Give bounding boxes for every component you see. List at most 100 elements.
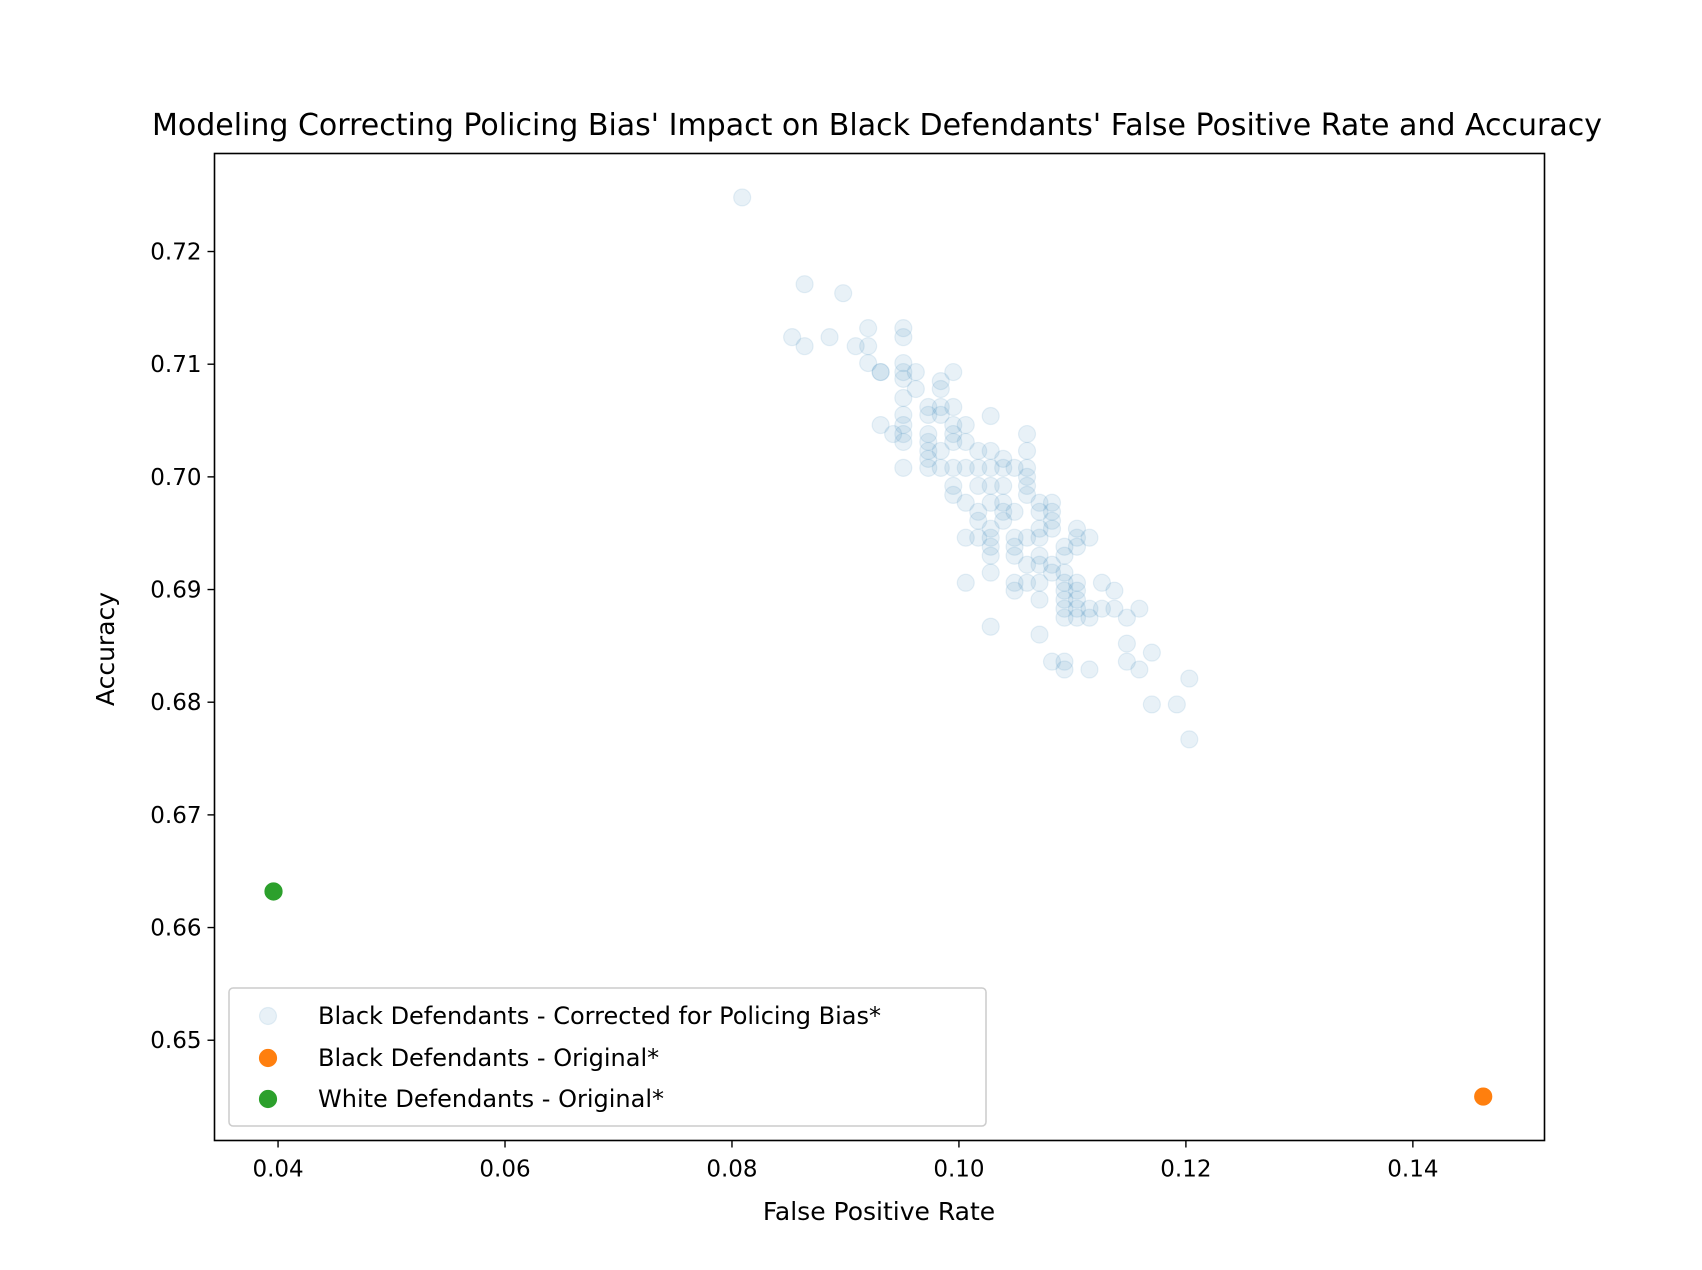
scatter-point-corrected bbox=[1030, 546, 1049, 565]
scatter-point-corrected bbox=[1055, 581, 1074, 600]
scatter-point-corrected bbox=[956, 458, 975, 477]
scatter-point-corrected bbox=[981, 537, 1000, 556]
scatter-point-corrected bbox=[894, 405, 913, 424]
scatter-point-corrected bbox=[944, 458, 963, 477]
scatter-point-corrected bbox=[1067, 608, 1087, 627]
scatter-point-corrected bbox=[994, 458, 1013, 477]
scatter-point-corrected bbox=[859, 319, 878, 338]
scatter-point-corrected bbox=[931, 371, 950, 391]
y-axis-label: Accuracy bbox=[91, 592, 120, 706]
scatter-point-corrected bbox=[859, 337, 878, 356]
scatter-point-corrected bbox=[1030, 590, 1049, 609]
scatter-point-corrected bbox=[871, 362, 890, 382]
y-tick-label: 0.72 bbox=[150, 240, 201, 266]
scatter-point-corrected bbox=[981, 563, 1000, 582]
scatter-point-corrected bbox=[1017, 458, 1037, 477]
scatter-point-corrected bbox=[894, 415, 913, 435]
legend-label-white-original: White Defendants - Original* bbox=[318, 1085, 664, 1113]
scatter-point-corrected bbox=[894, 458, 913, 477]
scatter-point-corrected bbox=[944, 432, 963, 452]
scatter-point-corrected bbox=[919, 432, 938, 452]
scatter-point-corrected bbox=[1042, 555, 1062, 574]
scatter-point-corrected bbox=[1005, 502, 1024, 521]
scatter-point-corrected bbox=[981, 476, 1000, 495]
scatter-point-corrected bbox=[1180, 669, 1199, 688]
scatter-point-corrected bbox=[1017, 555, 1037, 574]
scatter-point-corrected bbox=[1105, 599, 1124, 618]
y-axis: 0.65 0.66 0.67 0.68 0.69 0.70 0.71 0.72 bbox=[150, 240, 215, 1054]
scatter-point-corrected bbox=[1130, 599, 1149, 618]
scatter-point-corrected bbox=[1042, 563, 1062, 582]
scatter-point-corrected bbox=[795, 275, 814, 294]
scatter-point-corrected bbox=[944, 362, 963, 382]
scatter-point-corrected bbox=[919, 441, 938, 461]
scatter-point-corrected bbox=[1042, 511, 1062, 530]
scatter-point-corrected bbox=[956, 573, 975, 592]
scatter-point-corrected bbox=[1080, 528, 1099, 547]
scatter-point-corrected bbox=[1005, 458, 1024, 477]
scatter-point-corrected bbox=[981, 519, 1000, 538]
scatter-point-corrected bbox=[820, 328, 839, 347]
scatter-point-corrected bbox=[894, 319, 913, 338]
scatter-point-corrected bbox=[981, 441, 1000, 461]
scatter-point-corrected bbox=[894, 328, 913, 347]
scatter-point-corrected bbox=[1067, 581, 1087, 600]
scatter-point-corrected bbox=[1067, 528, 1087, 547]
scatter-point-corrected bbox=[931, 458, 950, 477]
scatter-point-corrected bbox=[931, 405, 950, 424]
scatter-point-corrected bbox=[1080, 599, 1099, 618]
scatter-point-corrected bbox=[1117, 608, 1136, 627]
scatter-point-corrected bbox=[1005, 528, 1024, 547]
scatter-point-corrected bbox=[1055, 590, 1074, 609]
scatter-point-corrected bbox=[1030, 528, 1049, 547]
scatter-point-corrected bbox=[1042, 652, 1062, 671]
scatter-point-corrected bbox=[1180, 730, 1199, 749]
y-tick-label: 0.70 bbox=[150, 465, 201, 491]
scatter-point-corrected bbox=[1030, 625, 1049, 644]
scatter-point-corrected bbox=[884, 424, 903, 444]
scatter-point-corrected bbox=[1017, 485, 1037, 504]
scatter-point-corrected bbox=[1105, 581, 1124, 600]
scatter-point-corrected bbox=[795, 337, 814, 356]
x-axis: 0.04 0.06 0.08 0.10 0.12 0.14 bbox=[252, 1140, 1438, 1183]
legend: Black Defendants - Corrected for Policin… bbox=[228, 987, 987, 1127]
scatter-point-corrected bbox=[894, 424, 913, 444]
scatter-point-corrected bbox=[871, 362, 890, 382]
scatter-point-corrected bbox=[894, 369, 913, 388]
scatter-point-corrected bbox=[1067, 573, 1087, 592]
scatter-point-corrected bbox=[1017, 528, 1037, 547]
scatter-point-corrected bbox=[1017, 476, 1037, 495]
x-tick-label: 0.04 bbox=[252, 1157, 303, 1183]
scatter-point-corrected bbox=[1055, 573, 1074, 592]
y-tick-label: 0.69 bbox=[150, 578, 201, 604]
scatter-point-corrected bbox=[969, 458, 988, 477]
scatter-point-corrected bbox=[906, 379, 925, 399]
scatter-point-corrected bbox=[1055, 599, 1074, 618]
scatter-point-corrected bbox=[906, 362, 925, 382]
scatter-point-corrected bbox=[1055, 546, 1074, 565]
scatter-point-corrected bbox=[1080, 660, 1099, 679]
scatter-point-corrected bbox=[981, 406, 1000, 426]
y-tick-label: 0.66 bbox=[150, 916, 201, 942]
scatter-point-corrected bbox=[919, 458, 938, 477]
scatter-point-corrected bbox=[1005, 581, 1024, 600]
scatter-point-corrected bbox=[894, 362, 913, 382]
scatter-point-corrected bbox=[1005, 546, 1024, 565]
scatter-point-corrected bbox=[969, 441, 988, 461]
scatter-point-corrected bbox=[919, 397, 938, 417]
x-tick-label: 0.06 bbox=[479, 1157, 530, 1183]
scatter-point-corrected bbox=[944, 476, 963, 495]
scatter-point-corrected bbox=[1005, 573, 1024, 592]
legend-label-corrected: Black Defendants - Corrected for Policin… bbox=[318, 1002, 881, 1030]
scatter-point-corrected bbox=[846, 337, 865, 356]
scatter-point-corrected bbox=[994, 476, 1013, 495]
scatter-point-corrected bbox=[834, 284, 853, 303]
y-tick-label: 0.67 bbox=[150, 803, 201, 829]
scatter-point-corrected bbox=[919, 405, 938, 424]
scatter-point-corrected bbox=[1092, 573, 1112, 592]
scatter-point-corrected bbox=[1017, 573, 1037, 592]
scatter-point-corrected bbox=[931, 379, 950, 399]
scatter-point-corrected bbox=[919, 449, 938, 468]
scatter-point-corrected bbox=[969, 476, 988, 495]
scatter-point-corrected bbox=[1030, 493, 1049, 512]
